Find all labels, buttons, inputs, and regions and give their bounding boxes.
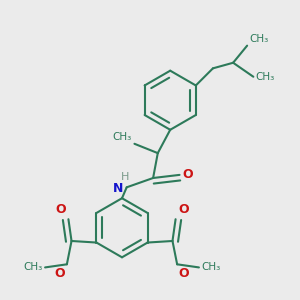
Text: CH₃: CH₃ bbox=[23, 262, 43, 272]
Text: O: O bbox=[55, 203, 66, 216]
Text: O: O bbox=[178, 203, 189, 216]
Text: CH₃: CH₃ bbox=[201, 262, 221, 272]
Text: O: O bbox=[183, 168, 193, 182]
Text: CH₃: CH₃ bbox=[250, 34, 269, 44]
Text: O: O bbox=[55, 267, 65, 280]
Text: H: H bbox=[121, 172, 130, 182]
Text: CH₃: CH₃ bbox=[113, 132, 132, 142]
Text: N: N bbox=[112, 182, 123, 195]
Text: CH₃: CH₃ bbox=[256, 72, 275, 82]
Text: O: O bbox=[179, 267, 189, 280]
